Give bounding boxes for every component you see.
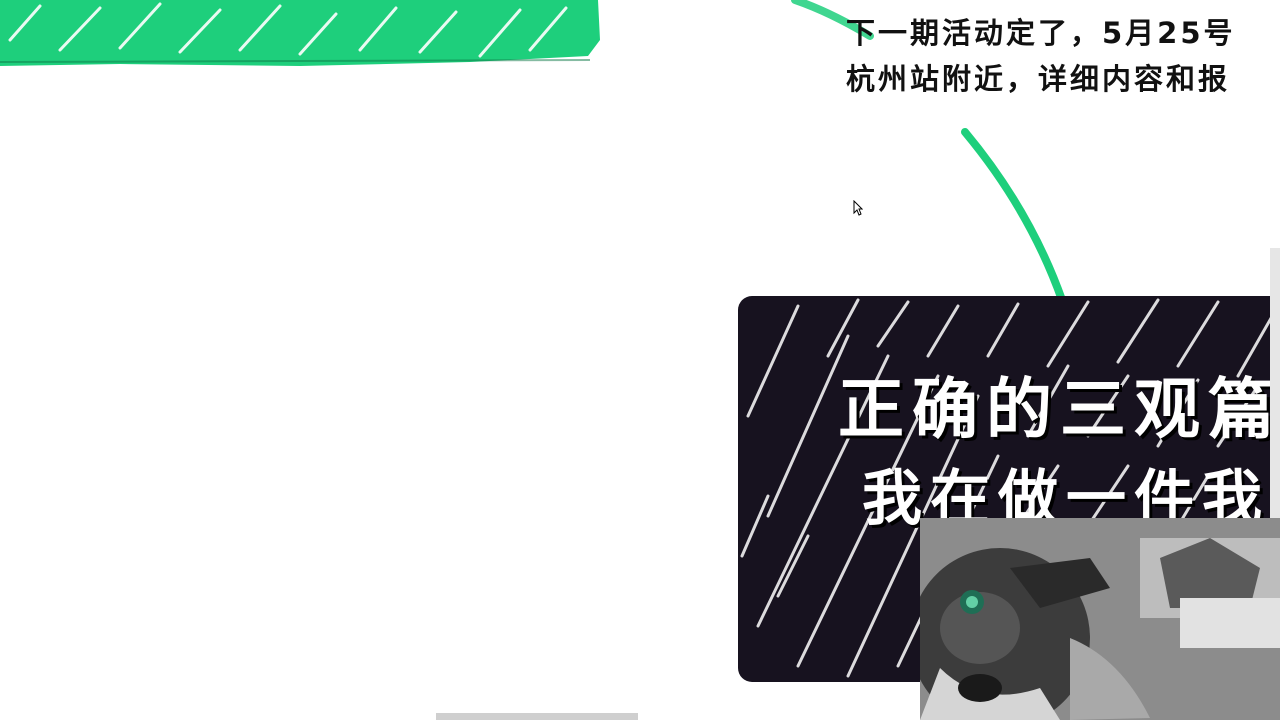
- announcement-line-2: 杭州站附近，详细内容和报: [846, 62, 1231, 96]
- right-edge-strip: [1270, 248, 1280, 518]
- card-title: 正确的三观篇: [838, 371, 1280, 448]
- event-announcement: 下一期活动定了，5月25号 杭州站附近，详细内容和报: [846, 10, 1280, 102]
- horizontal-scrollbar[interactable]: [436, 713, 638, 720]
- webcam-overlay: [920, 518, 1280, 720]
- mouse-pointer-icon: [853, 200, 863, 216]
- green-scribble-banner: [0, 0, 600, 68]
- announcement-line-1: 下一期活动定了，5月25号: [846, 16, 1236, 50]
